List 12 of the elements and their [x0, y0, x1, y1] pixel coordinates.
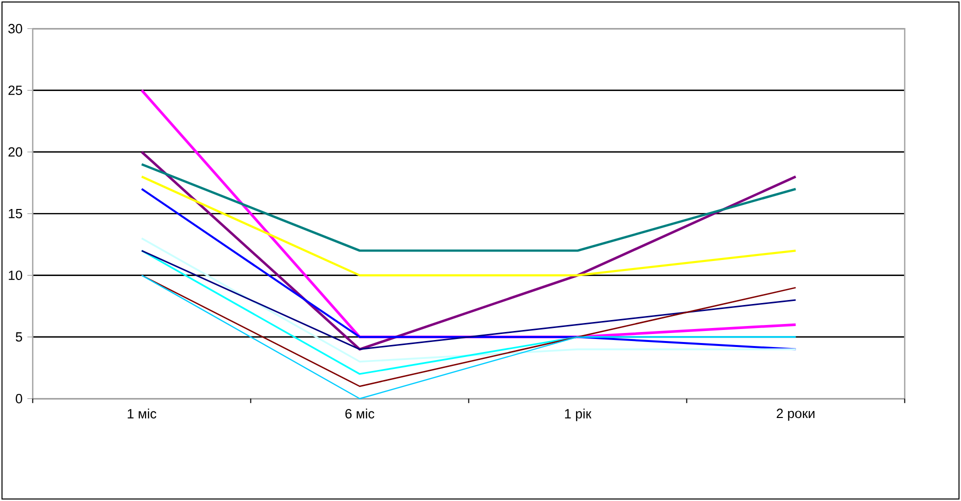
y-tick-label: 25	[8, 86, 22, 96]
y-tick-label: 0	[16, 394, 22, 404]
y-tick-label: 15	[8, 208, 22, 218]
x-tick-label: 2 роки	[776, 408, 814, 421]
y-tick-label: 10	[8, 270, 22, 280]
x-tick-label: 6 міс	[345, 408, 374, 418]
line-series	[140, 150, 797, 351]
y-tick-label: 30	[8, 24, 22, 34]
y-tick-label: 20	[8, 147, 22, 157]
x-tick-label: 1 міс	[128, 408, 156, 418]
y-tick-label: 5	[16, 332, 22, 342]
x-tick-label: 1 рік	[565, 408, 592, 422]
